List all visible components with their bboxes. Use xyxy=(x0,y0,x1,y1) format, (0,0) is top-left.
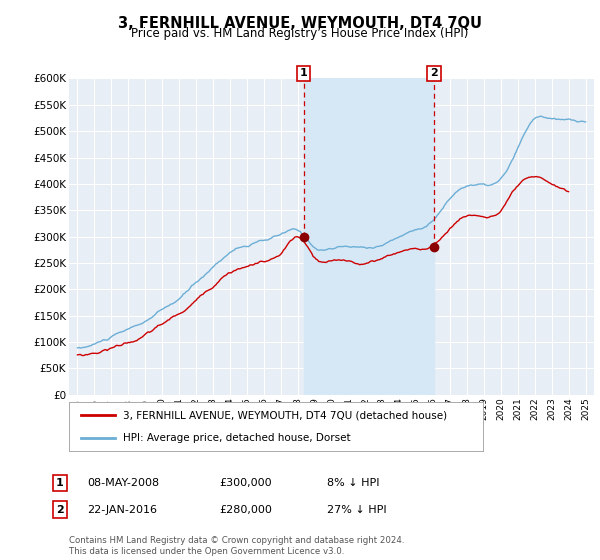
Bar xyxy=(304,78,434,395)
Text: 3, FERNHILL AVENUE, WEYMOUTH, DT4 7QU: 3, FERNHILL AVENUE, WEYMOUTH, DT4 7QU xyxy=(118,16,482,31)
Text: Price paid vs. HM Land Registry’s House Price Index (HPI): Price paid vs. HM Land Registry’s House … xyxy=(131,27,469,40)
Text: 27% ↓ HPI: 27% ↓ HPI xyxy=(327,505,386,515)
Text: 2: 2 xyxy=(56,505,64,515)
Text: Contains HM Land Registry data © Crown copyright and database right 2024.
This d: Contains HM Land Registry data © Crown c… xyxy=(69,536,404,556)
Text: 8% ↓ HPI: 8% ↓ HPI xyxy=(327,478,380,488)
Text: 2: 2 xyxy=(430,68,438,78)
Text: HPI: Average price, detached house, Dorset: HPI: Average price, detached house, Dors… xyxy=(123,433,350,444)
Text: 1: 1 xyxy=(299,68,307,78)
Text: 22-JAN-2016: 22-JAN-2016 xyxy=(87,505,157,515)
Text: 1: 1 xyxy=(56,478,64,488)
Text: 3, FERNHILL AVENUE, WEYMOUTH, DT4 7QU (detached house): 3, FERNHILL AVENUE, WEYMOUTH, DT4 7QU (d… xyxy=(123,410,447,421)
Text: £300,000: £300,000 xyxy=(219,478,272,488)
Text: 08-MAY-2008: 08-MAY-2008 xyxy=(87,478,159,488)
Text: £280,000: £280,000 xyxy=(219,505,272,515)
